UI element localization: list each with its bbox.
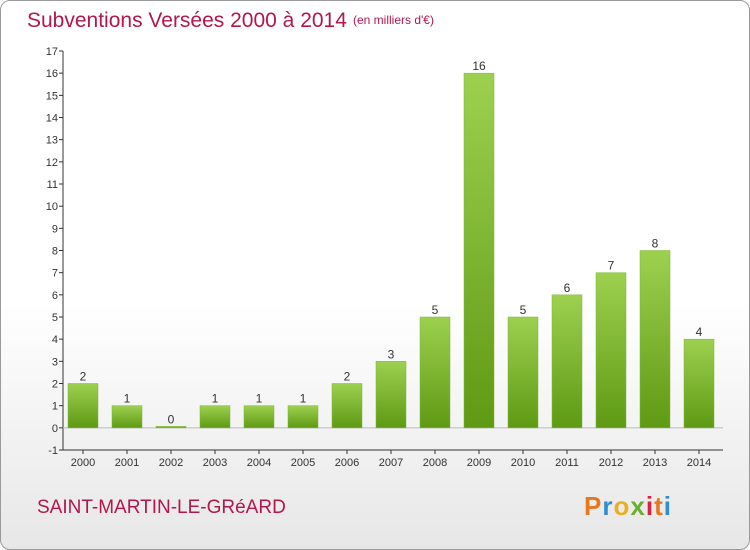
bar-value-label: 3 (388, 347, 395, 361)
logo-letter: r (602, 491, 614, 521)
y-tick-label: -1 (48, 445, 58, 457)
logo-letter: t (654, 491, 664, 521)
x-tick-label: 2004 (247, 457, 271, 469)
bar (551, 294, 583, 429)
y-tick-label: 5 (52, 312, 58, 324)
y-tick-label: 16 (46, 68, 58, 80)
bar-value-label: 1 (124, 392, 131, 406)
y-tick-label: 1 (52, 401, 58, 413)
commune-name: SAINT-MARTIN-LE-GRéARD (37, 497, 286, 518)
bar (683, 338, 715, 429)
bar-value-label: 1 (256, 392, 263, 406)
bar (639, 250, 671, 429)
y-tick-label: 12 (46, 157, 58, 169)
x-tick-label: 2001 (115, 457, 139, 469)
bar (111, 405, 143, 429)
y-tick-label: 10 (46, 201, 58, 213)
x-tick-label: 2005 (291, 457, 315, 469)
bar (331, 383, 363, 429)
bar-value-label: 16 (472, 59, 486, 73)
x-tick-label: 2002 (159, 457, 183, 469)
y-tick-label: 9 (52, 223, 58, 235)
bar (67, 383, 99, 429)
y-tick-label: 7 (52, 268, 58, 280)
x-tick-label: 2000 (71, 457, 95, 469)
y-tick-label: 13 (46, 135, 58, 147)
bar-value-label: 1 (212, 392, 219, 406)
bar-value-label: 5 (520, 303, 527, 317)
y-tick-label: 8 (52, 246, 58, 258)
logo-letter: o (613, 491, 631, 521)
bar (463, 72, 495, 429)
x-tick-label: 2007 (379, 457, 403, 469)
proxiti-logo: Proxiti (584, 491, 672, 522)
bar (419, 316, 451, 429)
y-tick-label: 14 (46, 113, 58, 125)
bar-value-label: 7 (608, 259, 615, 273)
logo-letter: P (584, 491, 603, 521)
x-tick-label: 2012 (599, 457, 623, 469)
bar-value-label: 8 (652, 237, 659, 251)
x-tick-label: 2011 (555, 457, 579, 469)
bar-value-label: 0 (168, 412, 175, 426)
y-tick-label: 3 (52, 356, 58, 368)
bar-value-label: 5 (432, 303, 439, 317)
y-tick-label: 11 (47, 179, 58, 191)
bar (287, 405, 319, 429)
bar (375, 361, 407, 429)
bar-value-label: 2 (344, 370, 351, 384)
y-tick-label: 17 (46, 46, 58, 58)
bar-value-label: 2 (80, 370, 87, 384)
y-tick-label: 6 (52, 290, 58, 302)
x-tick-label: 2013 (643, 457, 667, 469)
bar (507, 316, 539, 429)
bar-value-label: 1 (300, 392, 307, 406)
bar (155, 426, 187, 429)
bar (199, 405, 231, 429)
x-tick-label: 2014 (687, 457, 711, 469)
logo-letter: i (645, 491, 655, 521)
y-tick-label: 4 (52, 334, 58, 346)
bar-value-label: 6 (564, 281, 571, 295)
x-tick-label: 2010 (511, 457, 535, 469)
x-tick-label: 2008 (423, 457, 447, 469)
x-tick-label: 2003 (203, 457, 227, 469)
y-tick-label: 0 (52, 423, 58, 435)
x-tick-label: 2009 (467, 457, 491, 469)
bar-value-label: 4 (696, 325, 703, 339)
bar (243, 405, 275, 429)
logo-letter: i (663, 491, 672, 521)
logo-letter: x (630, 491, 646, 521)
x-tick-label: 2006 (335, 457, 359, 469)
chart-title: Subventions Versées 2000 à 2014 (27, 9, 347, 32)
y-tick-label: 2 (52, 379, 58, 391)
chart-unit: (en milliers d'€) (353, 13, 434, 27)
y-tick-label: 15 (46, 90, 58, 102)
bar (595, 272, 627, 429)
